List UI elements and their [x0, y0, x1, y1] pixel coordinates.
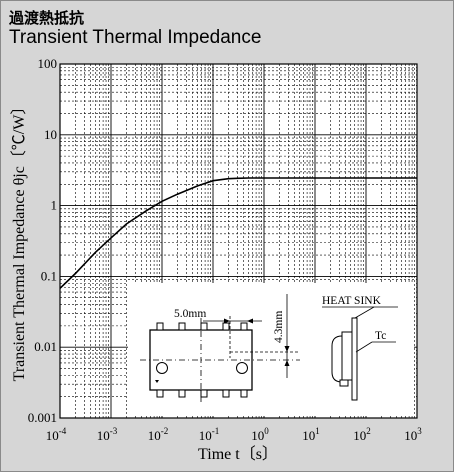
package-pins-top — [156, 322, 248, 331]
y-tick-label: 10 — [44, 127, 57, 142]
y-tick-label: 0.01 — [34, 339, 57, 354]
dim-width-arrow-left — [224, 318, 230, 324]
heat-sink-label: HEAT SINK — [322, 295, 382, 307]
heat-sink-plate — [351, 317, 358, 401]
y-tick-labels: 100 10 1 0.1 0.01 0.001 — [28, 56, 57, 425]
y-tick-label: 0.1 — [41, 268, 57, 283]
dim-height-arrow-bottom — [284, 360, 290, 366]
y-tick-label: 1 — [51, 198, 58, 213]
dim-width-arrow-right — [247, 318, 253, 324]
mount-hole-left — [156, 362, 168, 374]
package-inset: 5.0mm 4.3mm HEAT SINK Tc — [128, 283, 414, 416]
x-tick-label: 10-1 — [199, 426, 220, 443]
chart-title-english: Transient Thermal Impedance — [9, 27, 262, 48]
package-side-body — [341, 331, 353, 381]
x-tick-label: 101 — [302, 426, 320, 443]
x-tick-label: 10-3 — [97, 426, 118, 443]
x-tick-labels: 10-4 10-3 10-2 10-1 100 101 102 103 — [46, 426, 423, 443]
tc-label: Tc — [375, 330, 386, 342]
x-tick-label: 10-4 — [46, 426, 67, 443]
x-tick-label: 102 — [353, 426, 371, 443]
y-axis-label: Transient Thermal Impedance θjc〔℃/W〕 — [10, 99, 28, 382]
x-tick-label: 10-2 — [148, 426, 169, 443]
package-pins-bottom — [156, 389, 248, 398]
package-side-leads — [331, 335, 343, 383]
heat-sink-leader — [354, 306, 375, 319]
pin1-marker — [155, 380, 159, 383]
x-tick-label: 100 — [251, 426, 269, 443]
y-tick-label: 100 — [38, 56, 58, 71]
y-tick-label: 0.001 — [28, 410, 57, 425]
x-tick-label: 103 — [404, 426, 422, 443]
series-line-thermal-impedance — [59, 177, 417, 289]
tc-leader — [355, 341, 373, 353]
x-axis-label: Time t〔s〕 — [198, 445, 278, 463]
mount-hole-right — [236, 362, 248, 374]
dim-height-label: 4.3mm — [273, 311, 285, 343]
dim-height-arrow-top — [284, 346, 290, 352]
chart-title-japanese: 過渡熱抵抗 — [9, 9, 85, 27]
package-side-foot — [339, 379, 349, 387]
dim-width-label: 5.0mm — [174, 308, 206, 320]
